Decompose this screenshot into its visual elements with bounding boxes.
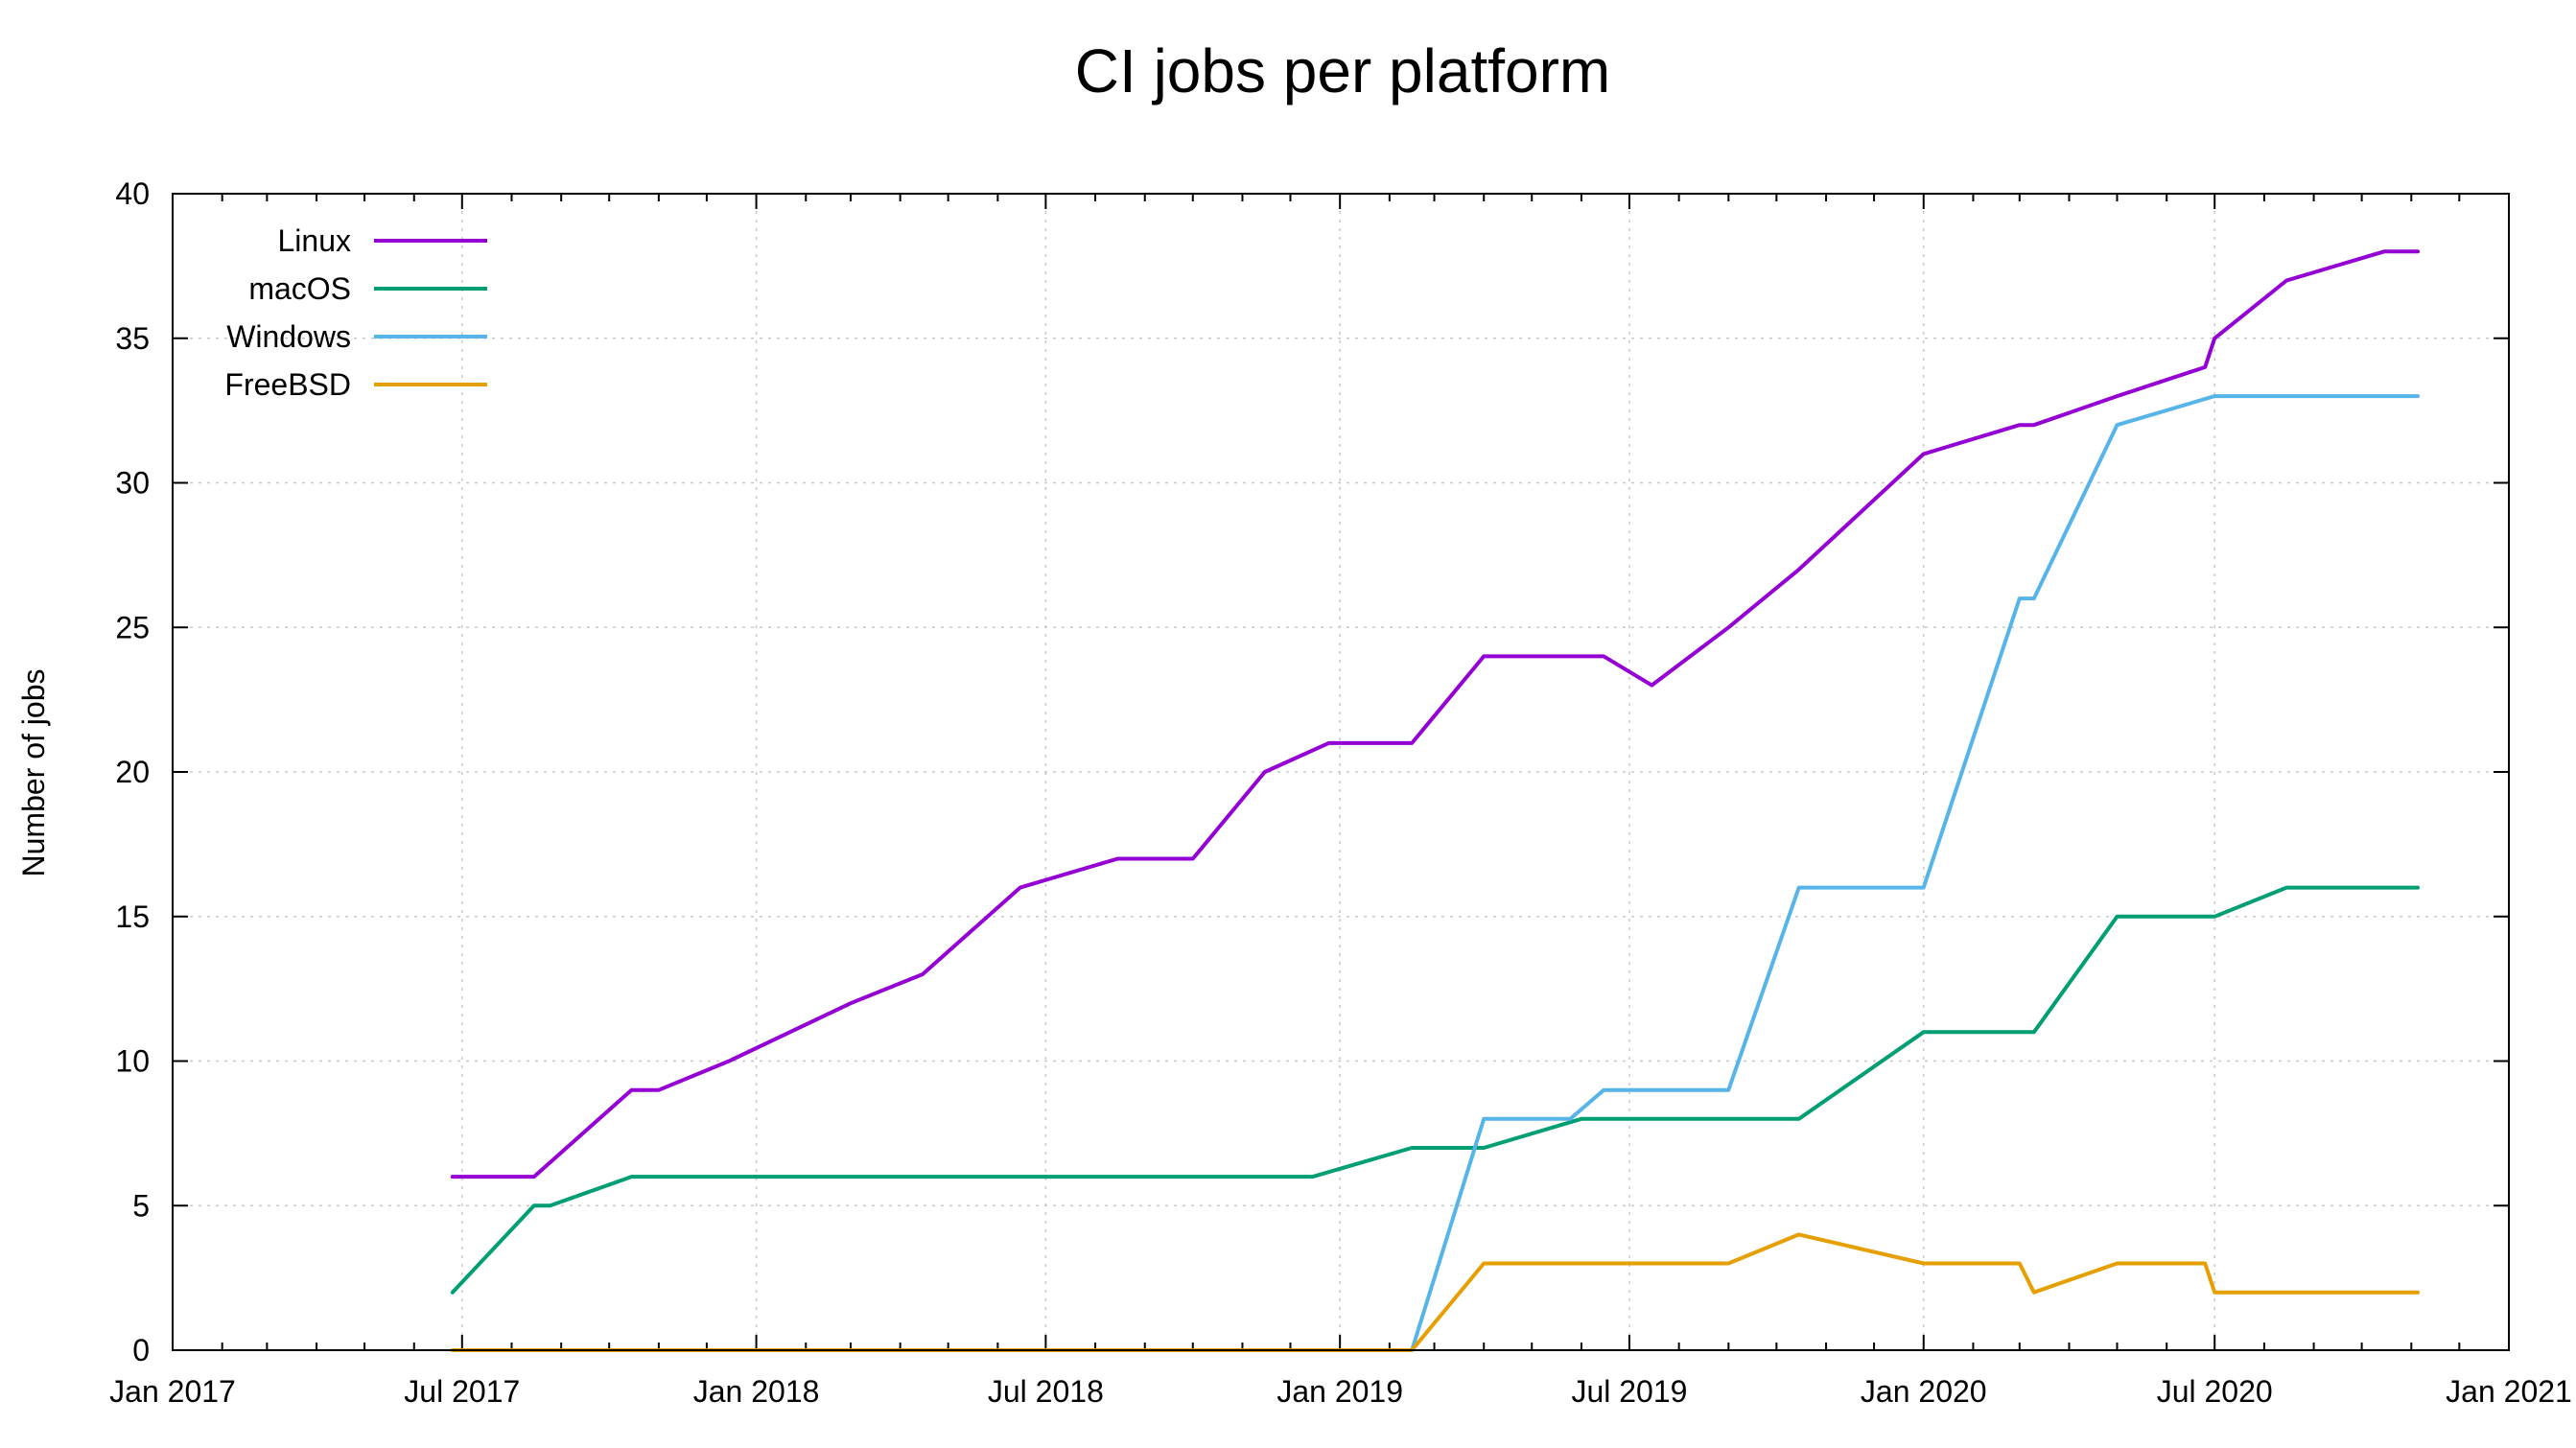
x-tick-label: Jan 2019 bbox=[1276, 1374, 1403, 1409]
series-line-macos bbox=[450, 885, 2420, 1295]
legend-label-freebsd: FreeBSD bbox=[224, 367, 351, 402]
x-tick-label: Jul 2020 bbox=[2157, 1374, 2273, 1409]
grid bbox=[173, 194, 2509, 1350]
plot-frame bbox=[172, 193, 2510, 1351]
y-tick-label: 25 bbox=[115, 610, 150, 644]
x-tick-label: Jan 2017 bbox=[109, 1374, 236, 1409]
series-lines bbox=[450, 249, 2420, 1352]
legend: Linux macOS Windows FreeBSD bbox=[224, 223, 487, 402]
y-tick-label: 10 bbox=[115, 1044, 150, 1079]
x-tick-label: Jan 2018 bbox=[693, 1374, 820, 1409]
y-tick-label: 15 bbox=[115, 899, 150, 934]
y-tick-label: 30 bbox=[115, 466, 150, 501]
x-tick-label: Jan 2021 bbox=[2446, 1374, 2572, 1409]
legend-label-macos: macOS bbox=[248, 271, 351, 306]
series-line-linux bbox=[450, 249, 2420, 1179]
y-tick-label: 5 bbox=[132, 1188, 150, 1223]
series-line-freebsd bbox=[450, 1232, 2420, 1352]
y-tick-label: 0 bbox=[132, 1333, 150, 1367]
y-axis-label: Number of jobs bbox=[16, 669, 51, 877]
legend-label-linux: Linux bbox=[278, 223, 352, 258]
x-tick-labels: Jan 2017 Jul 2017 Jan 2018 Jul 2018 Jan 2019… bbox=[109, 1374, 2572, 1409]
x-tick-label: Jan 2020 bbox=[1861, 1374, 1987, 1409]
legend-label-windows: Windows bbox=[226, 319, 351, 354]
y-tick-label: 20 bbox=[115, 755, 150, 789]
series-line-windows bbox=[1410, 394, 2420, 1352]
y-tick-label: 40 bbox=[115, 176, 150, 211]
y-tick-label: 35 bbox=[115, 321, 150, 356]
chart-title: CI jobs per platform bbox=[1075, 36, 1610, 105]
x-tick-label: Jul 2019 bbox=[1571, 1374, 1687, 1409]
y-tick-labels: 0 5 10 15 20 25 30 35 40 bbox=[115, 176, 150, 1367]
x-tick-label: Jul 2018 bbox=[988, 1374, 1104, 1409]
x-tick-label: Jul 2017 bbox=[404, 1374, 520, 1409]
